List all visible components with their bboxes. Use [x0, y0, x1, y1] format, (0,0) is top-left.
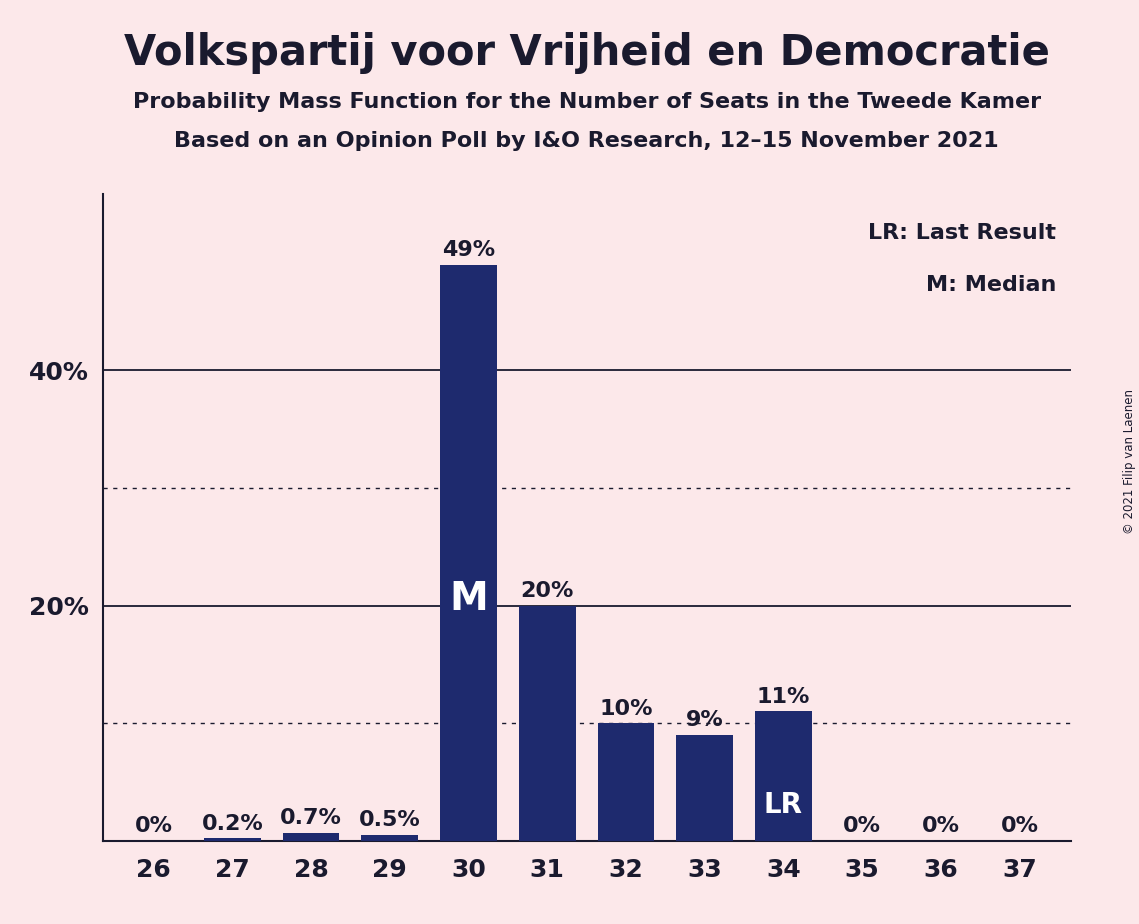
Text: 20%: 20% [521, 581, 574, 601]
Bar [204, 838, 261, 841]
Text: Based on an Opinion Poll by I&O Research, 12–15 November 2021: Based on an Opinion Poll by I&O Research… [174, 131, 999, 152]
Text: 49%: 49% [442, 240, 495, 260]
Bar [440, 264, 497, 841]
Bar [755, 711, 812, 841]
Text: © 2021 Filip van Laenen: © 2021 Filip van Laenen [1123, 390, 1137, 534]
Text: M: M [449, 580, 487, 618]
Text: 0.7%: 0.7% [280, 808, 342, 828]
Text: 0%: 0% [1000, 816, 1039, 836]
Text: LR: Last Result: LR: Last Result [868, 223, 1056, 243]
Text: 0%: 0% [134, 816, 173, 836]
Text: 0.2%: 0.2% [202, 814, 263, 833]
Text: LR: LR [764, 791, 803, 819]
Text: 9%: 9% [686, 711, 723, 730]
Text: Volkspartij voor Vrijheid en Democratie: Volkspartij voor Vrijheid en Democratie [124, 32, 1049, 74]
Text: M: Median: M: Median [926, 275, 1056, 295]
Bar [282, 833, 339, 841]
Bar [598, 723, 654, 841]
Text: 0%: 0% [921, 816, 960, 836]
Text: 0%: 0% [843, 816, 882, 836]
Text: 0.5%: 0.5% [359, 810, 420, 831]
Text: 10%: 10% [599, 699, 653, 719]
Text: Probability Mass Function for the Number of Seats in the Tweede Kamer: Probability Mass Function for the Number… [132, 92, 1041, 113]
Bar [361, 835, 418, 841]
Bar [677, 735, 734, 841]
Bar [519, 605, 575, 841]
Text: 11%: 11% [756, 687, 810, 707]
